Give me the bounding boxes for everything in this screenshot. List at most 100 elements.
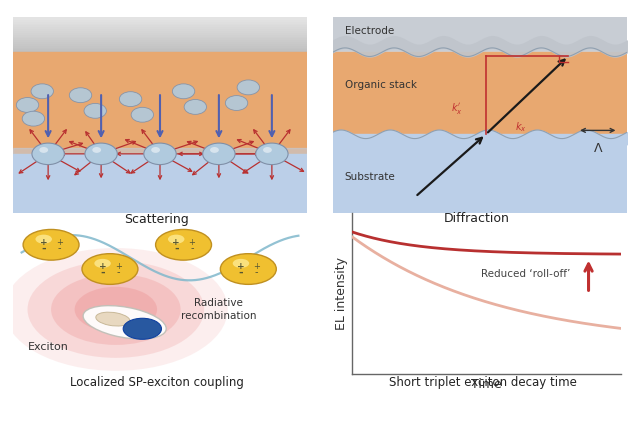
Bar [13, 28, 307, 30]
Circle shape [22, 111, 45, 126]
Bar [13, 47, 307, 48]
Bar [13, 37, 307, 39]
Text: Reduced ‘roll-off’: Reduced ‘roll-off’ [481, 269, 570, 279]
Text: $\Lambda$: $\Lambda$ [593, 142, 603, 155]
Circle shape [85, 143, 117, 164]
Circle shape [184, 99, 207, 114]
Bar [333, 54, 627, 58]
Circle shape [210, 147, 219, 153]
Circle shape [39, 147, 48, 153]
Circle shape [35, 235, 52, 244]
Text: +: + [115, 262, 122, 271]
Bar [13, 48, 307, 50]
Text: -: - [58, 243, 61, 253]
Text: +: + [40, 238, 47, 247]
Bar [333, 52, 627, 144]
Circle shape [233, 259, 249, 268]
Bar [13, 148, 307, 158]
Text: $k_x$: $k_x$ [515, 120, 527, 134]
Bar [333, 54, 627, 58]
Circle shape [31, 84, 53, 99]
Bar [333, 56, 627, 60]
Circle shape [124, 318, 161, 339]
X-axis label: Time: Time [471, 378, 502, 391]
Bar [333, 134, 627, 212]
Text: -: - [255, 267, 259, 277]
Circle shape [94, 259, 111, 268]
Text: Scattering: Scattering [124, 212, 189, 226]
Text: Exciton: Exciton [28, 342, 68, 352]
Text: Diffraction: Diffraction [444, 212, 509, 226]
Text: +: + [253, 262, 260, 271]
Bar [333, 55, 627, 60]
Text: Localized SP-exciton coupling: Localized SP-exciton coupling [70, 376, 244, 389]
Circle shape [203, 143, 235, 164]
Text: -: - [100, 268, 105, 278]
Circle shape [84, 103, 106, 118]
Circle shape [220, 254, 276, 284]
Text: +: + [188, 238, 195, 247]
Text: -: - [42, 244, 46, 254]
Text: -: - [239, 268, 243, 278]
Circle shape [32, 143, 65, 164]
Circle shape [4, 248, 228, 371]
Bar [13, 26, 307, 28]
Circle shape [69, 88, 92, 102]
Text: Short triplet exciton decay time: Short triplet exciton decay time [389, 376, 577, 389]
Text: Organic stack: Organic stack [344, 80, 417, 91]
Circle shape [120, 92, 141, 107]
Text: +: + [56, 238, 63, 247]
Bar [333, 53, 627, 57]
Text: Substrate: Substrate [344, 172, 396, 182]
Bar [13, 39, 307, 41]
Circle shape [23, 230, 79, 260]
Bar [13, 30, 307, 32]
Bar [13, 17, 307, 19]
Text: $k_x'$: $k_x'$ [451, 101, 462, 116]
Circle shape [131, 108, 154, 122]
Bar [333, 53, 627, 57]
Bar [13, 50, 307, 52]
Circle shape [144, 143, 176, 164]
Circle shape [17, 98, 38, 112]
Circle shape [28, 261, 204, 358]
Y-axis label: EL intensity: EL intensity [335, 257, 348, 330]
Circle shape [225, 96, 248, 110]
Text: +: + [172, 238, 180, 247]
Bar [13, 21, 307, 23]
Bar [13, 154, 307, 212]
Ellipse shape [83, 306, 166, 339]
Text: +: + [99, 262, 106, 271]
Bar [333, 52, 627, 56]
Circle shape [82, 254, 138, 284]
Bar [333, 17, 627, 60]
Bar [333, 55, 627, 59]
Bar [13, 24, 307, 26]
Bar [13, 34, 307, 36]
Text: Radiative
recombination: Radiative recombination [181, 298, 257, 321]
Circle shape [151, 147, 160, 153]
Text: +: + [237, 262, 244, 271]
Text: Electrode: Electrode [344, 26, 394, 36]
Bar [13, 43, 307, 45]
Text: -: - [174, 244, 179, 254]
Bar [13, 32, 307, 34]
Circle shape [237, 80, 259, 95]
Bar [333, 52, 627, 57]
Circle shape [172, 84, 195, 99]
Circle shape [263, 147, 272, 153]
Circle shape [256, 143, 288, 164]
Bar [13, 52, 307, 158]
Circle shape [75, 287, 157, 332]
Bar [13, 45, 307, 47]
Circle shape [156, 230, 212, 260]
Circle shape [51, 274, 180, 345]
Bar [13, 19, 307, 21]
Circle shape [92, 147, 101, 153]
Text: -: - [190, 243, 193, 253]
Bar [13, 36, 307, 37]
Bar [13, 41, 307, 43]
Bar [333, 54, 627, 59]
Ellipse shape [96, 312, 130, 326]
Text: -: - [116, 267, 120, 277]
